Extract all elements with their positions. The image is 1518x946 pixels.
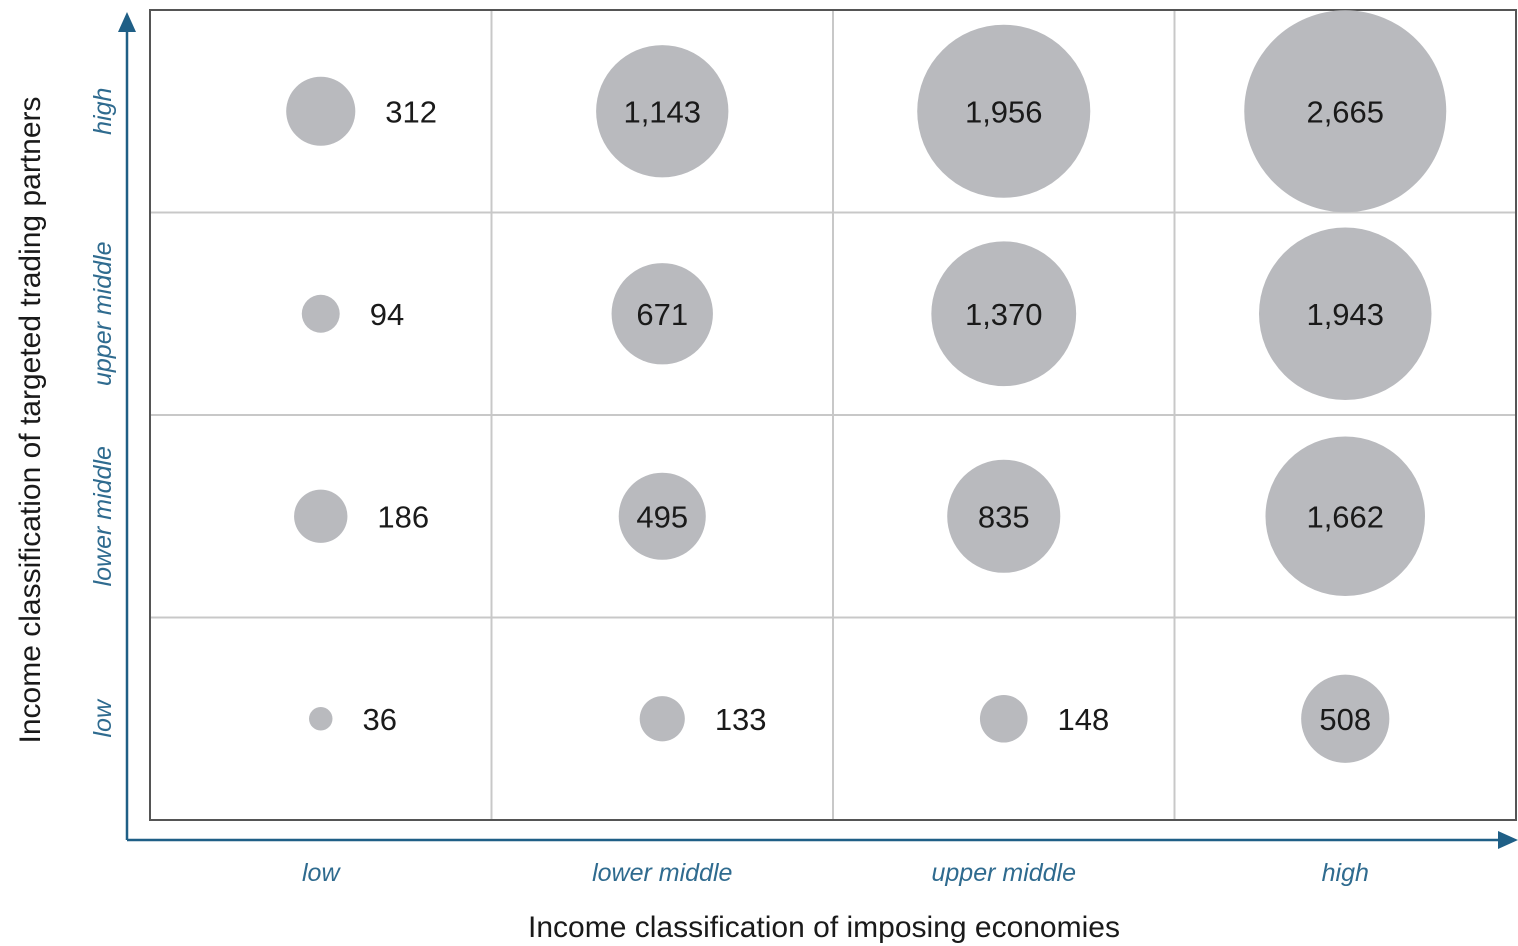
bubble [947,459,1061,573]
y-tick-label: lower middle [89,446,117,586]
data-label: 2,665 [1306,94,1384,129]
bubble [301,294,340,333]
x-tick-label: upper middle [931,859,1076,887]
data-label: 671 [636,297,688,332]
data-label: 312 [385,94,437,129]
bubble [979,694,1028,743]
bubble [1265,436,1426,597]
data-label: 508 [1319,702,1371,737]
bubble [309,707,333,731]
y-tick-label: low [89,698,117,737]
bubble [1244,10,1447,213]
bubble [596,45,729,178]
y-axis-arrow [118,12,136,32]
x-tick-label: lower middle [592,859,732,887]
bubble [917,24,1091,198]
x-tick-label: low [302,859,341,887]
y-axis-title: Income classification of targeted tradin… [14,96,47,743]
bubble [1301,674,1390,763]
grid [149,9,1517,821]
bubble [639,696,685,742]
plot-frame [149,9,1517,821]
data-label: 1,662 [1306,499,1384,534]
y-tick-label: upper middle [89,241,117,386]
y-tick-label: high [89,88,117,135]
data-label: 36 [362,702,396,737]
data-label: 1,143 [623,94,701,129]
axes [118,12,1518,849]
bubble [1259,227,1432,400]
data-label: 148 [1058,702,1110,737]
data-label: 1,370 [965,297,1043,332]
category-labels: low lower middle upper middle high low lower … [89,88,1369,887]
bubble [611,263,713,365]
data-label: 495 [636,499,688,534]
data-label: 1,943 [1306,297,1384,332]
data-label: 94 [370,297,404,332]
data-label: 1,956 [965,94,1043,129]
x-axis-title: Income classification of imposing econom… [528,911,1120,944]
data-label: 133 [715,702,767,737]
data-label: 835 [978,499,1030,534]
bubble [618,472,706,560]
data-label: 186 [377,499,429,534]
bubbles [286,10,1447,763]
bubble [286,76,356,146]
value-labels: 312 1,143 1,956 2,665 94 671 1,370 1,943 186 495 8… [362,94,1384,737]
x-tick-label: high [1322,859,1369,887]
bubble [294,489,348,543]
x-axis-arrow [1498,831,1518,849]
bubble [931,241,1077,387]
